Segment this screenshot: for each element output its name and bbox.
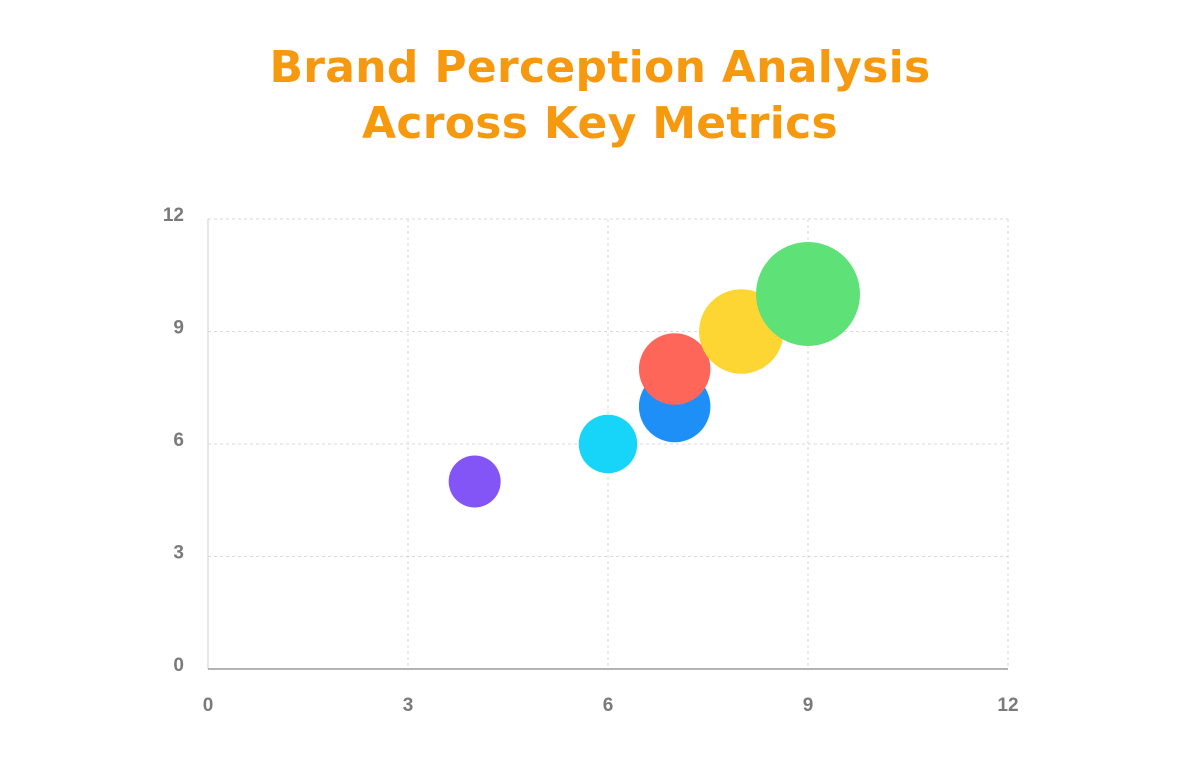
chart-title-line-1: Brand Perception Analysis (269, 42, 931, 93)
y-tick-label: 0 (173, 655, 184, 676)
bubble-point (448, 455, 501, 508)
axes (207, 219, 1008, 670)
bubble-point (756, 242, 860, 346)
x-tick-label: 6 (603, 695, 614, 716)
grid-lines (208, 218, 1009, 669)
tick-labels: 0 3 6 9 12 0 3 6 9 12 (163, 205, 1019, 716)
bubble-point (578, 414, 638, 474)
x-tick-label: 3 (403, 695, 414, 716)
x-tick-label: 12 (997, 695, 1018, 716)
y-tick-label: 9 (173, 318, 184, 339)
bubbles (448, 242, 860, 508)
chart-title-line-2: Across Key Metrics (361, 98, 839, 149)
bubble-point (638, 333, 711, 405)
x-tick-label: 9 (803, 695, 814, 716)
y-tick-label: 6 (173, 430, 184, 451)
y-tick-label: 12 (163, 205, 184, 226)
y-tick-label: 3 (173, 543, 184, 564)
x-tick-label: 0 (203, 695, 214, 716)
chart-title: Brand Perception Analysis Across Key Met… (0, 40, 1200, 152)
